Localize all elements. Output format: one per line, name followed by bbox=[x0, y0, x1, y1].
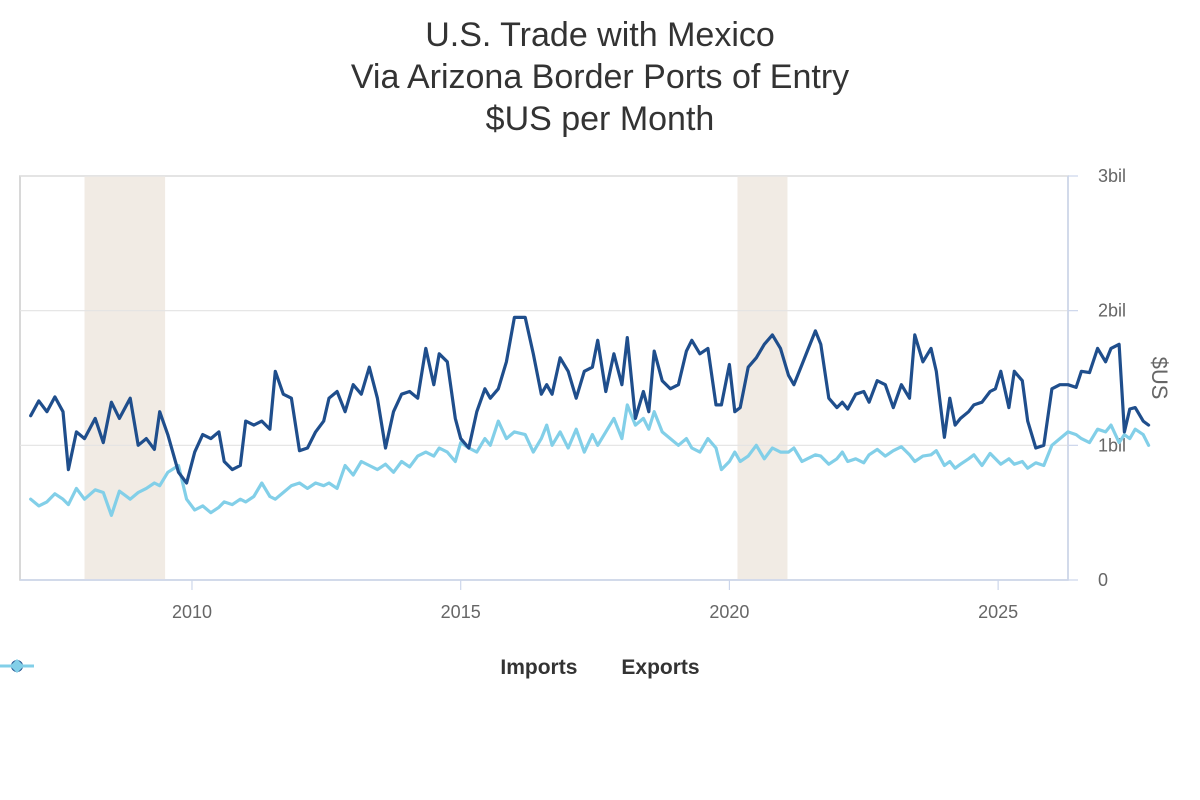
chart-title-line-1: U.S. Trade with Mexico bbox=[425, 16, 775, 54]
chart-title-line-2: Via Arizona Border Ports of Entry bbox=[350, 58, 850, 96]
x-tick-label: 2015 bbox=[441, 602, 481, 622]
legend-label-imports: Imports bbox=[500, 656, 578, 679]
legend-exports-marker-icon bbox=[0, 659, 34, 673]
chart-title: U.S. Trade with Mexico Via Arizona Borde… bbox=[0, 14, 1200, 140]
series-line-exports bbox=[29, 403, 1151, 517]
legend-item-imports[interactable]: Imports bbox=[0, 656, 578, 680]
chart-title-line-3: $US per Month bbox=[485, 100, 715, 138]
y-tick-label: 3bil bbox=[1098, 166, 1126, 186]
y-axis-title: $US bbox=[1147, 357, 1172, 400]
x-tick-label: 2010 bbox=[172, 602, 212, 622]
x-tick-label: 2025 bbox=[978, 602, 1018, 622]
legend-label-exports: Exports bbox=[621, 656, 700, 679]
series-line-imports bbox=[29, 315, 1151, 485]
x-tick-label: 2020 bbox=[709, 602, 749, 622]
legend-item-exports[interactable]: Exports bbox=[0, 656, 700, 680]
y-tick-label: 0 bbox=[1098, 570, 1108, 590]
chart-legend: Imports Exports bbox=[0, 656, 1200, 680]
recession-band-1 bbox=[84, 176, 166, 580]
y-tick-label: 2bil bbox=[1098, 301, 1126, 321]
